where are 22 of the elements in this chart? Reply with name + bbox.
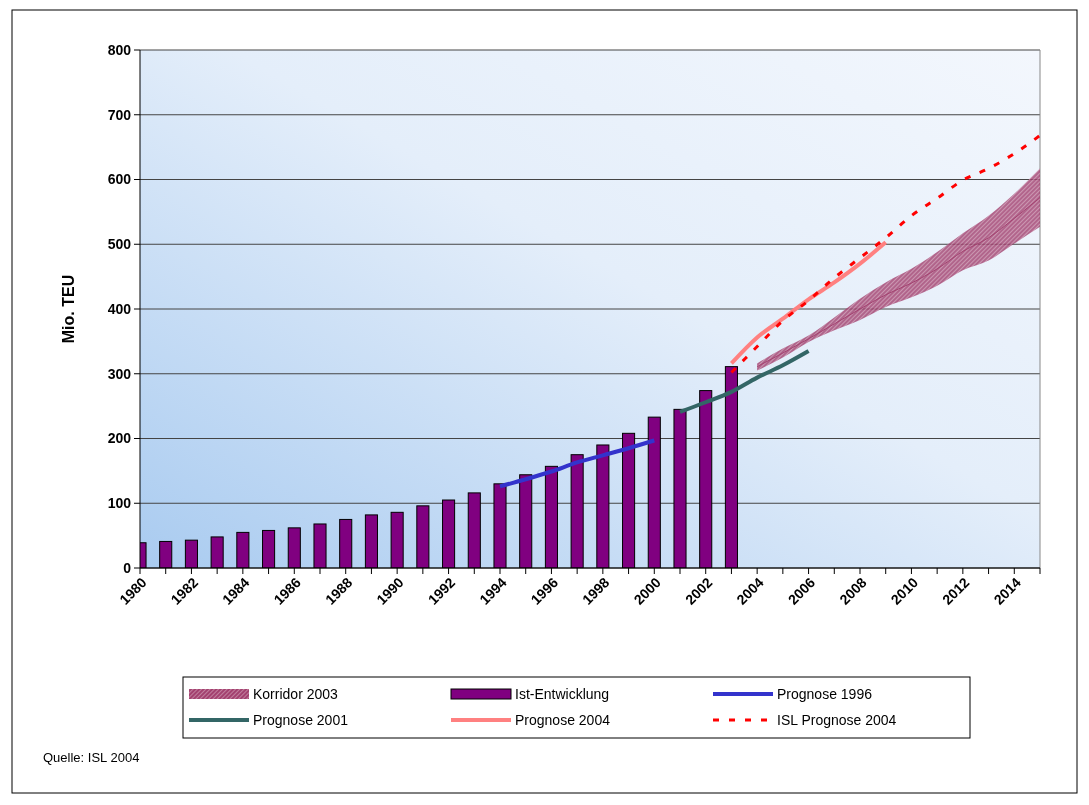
y-tick-label: 700 xyxy=(107,106,132,123)
legend-label: ISL Prognose 2004 xyxy=(777,711,897,728)
y-tick-label: 800 xyxy=(107,41,132,58)
legend-label: Prognose 2001 xyxy=(253,711,349,728)
line-series xyxy=(729,133,1040,374)
y-tick-label: 500 xyxy=(107,236,132,253)
y-tick-label: 0 xyxy=(123,559,132,576)
legend-label: Korridor 2003 xyxy=(253,685,339,702)
y-tick-label: 400 xyxy=(107,300,132,317)
line-series xyxy=(756,197,1040,368)
line-series xyxy=(498,438,657,489)
line-series xyxy=(678,349,811,414)
source-note: Quelle: ISL 2004 xyxy=(43,750,140,765)
y-axis-title: Mio. TEU xyxy=(60,274,77,344)
y-tick-label: 100 xyxy=(107,495,132,512)
y-tick-label: 200 xyxy=(107,430,132,447)
legend-label: Ist-Entwicklung xyxy=(515,685,610,702)
y-tick-label: 600 xyxy=(107,171,132,188)
legend-label: Prognose 1996 xyxy=(777,685,873,702)
y-tick-label: 300 xyxy=(107,365,132,382)
legend-label: Prognose 2004 xyxy=(515,711,611,728)
line-series xyxy=(729,240,888,366)
